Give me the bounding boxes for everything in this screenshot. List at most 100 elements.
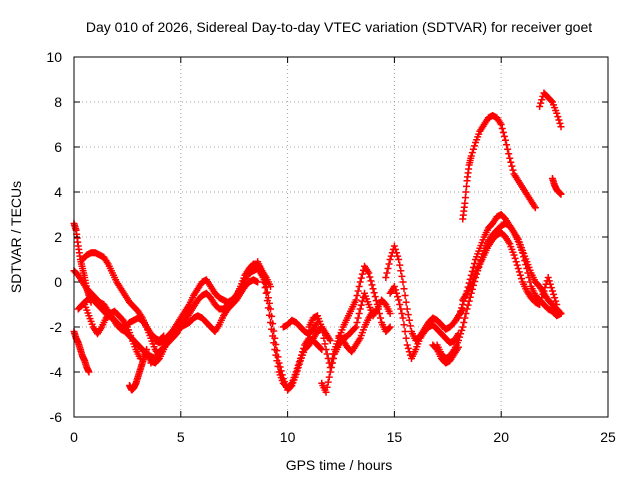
data-point	[358, 270, 366, 278]
data-point	[390, 242, 398, 250]
data-point	[556, 119, 564, 127]
data-point	[536, 301, 544, 308]
data-point	[510, 251, 518, 259]
data-point	[501, 136, 509, 144]
data-point	[554, 113, 562, 121]
x-axis-label: GPS time / hours	[286, 457, 393, 473]
data-point	[537, 99, 545, 107]
series-track-g	[126, 346, 151, 394]
data-point	[268, 312, 276, 320]
data-point	[457, 330, 465, 338]
data-point	[401, 292, 409, 299]
y-tick-label: 6	[54, 139, 62, 155]
data-point	[504, 145, 512, 153]
data-point	[277, 367, 285, 375]
data-point	[325, 373, 333, 381]
data-point	[545, 277, 553, 285]
data-point	[85, 368, 93, 376]
data-point	[548, 287, 556, 295]
data-point	[541, 284, 549, 292]
data-marks	[70, 89, 565, 396]
data-point	[462, 310, 470, 317]
data-point	[254, 278, 262, 286]
data-point	[273, 347, 281, 355]
data-point	[357, 274, 365, 282]
data-point	[393, 289, 401, 297]
data-point	[355, 283, 363, 290]
data-point	[263, 288, 271, 296]
data-point	[261, 279, 269, 287]
data-point	[386, 323, 394, 331]
series-track-l	[258, 269, 334, 394]
data-point	[269, 320, 277, 328]
y-tick-label: 2	[54, 229, 62, 245]
data-point	[395, 296, 403, 304]
data-point	[406, 322, 414, 330]
data-point	[395, 256, 403, 263]
data-point	[353, 319, 361, 326]
data-point	[557, 190, 565, 198]
series-track-j	[151, 276, 262, 347]
data-point	[356, 278, 364, 286]
data-point	[456, 333, 464, 341]
data-point	[383, 269, 391, 277]
series-track-m	[279, 316, 322, 338]
data-point	[553, 109, 561, 117]
data-point	[367, 277, 375, 285]
data-point	[393, 249, 401, 257]
data-point	[391, 286, 399, 294]
data-point	[458, 326, 466, 334]
data-point	[323, 350, 331, 358]
data-point	[557, 123, 565, 131]
series-track-f	[81, 301, 144, 362]
data-point	[324, 378, 332, 386]
data-point	[454, 343, 462, 351]
series-track-y	[429, 341, 462, 367]
series-track-u	[459, 229, 561, 308]
data-point	[354, 287, 362, 295]
data-point	[387, 252, 395, 260]
data-point	[467, 152, 475, 160]
data-point	[399, 314, 407, 322]
data-point	[536, 103, 544, 110]
y-tick-label: 0	[54, 274, 62, 290]
data-point	[547, 284, 555, 292]
data-point	[365, 269, 373, 277]
data-point	[394, 252, 402, 260]
data-point	[509, 166, 517, 174]
data-point	[322, 346, 330, 353]
data-point	[275, 359, 283, 367]
data-point	[454, 337, 462, 344]
data-point	[398, 310, 406, 317]
data-point	[274, 353, 282, 361]
data-point	[391, 245, 399, 253]
data-point	[321, 340, 329, 348]
data-point	[402, 334, 410, 342]
data-point	[382, 274, 390, 281]
data-point	[278, 371, 286, 379]
data-point	[459, 323, 467, 331]
data-point	[287, 383, 295, 391]
data-point	[544, 274, 552, 281]
data-point	[557, 310, 565, 317]
data-point	[369, 285, 377, 293]
data-point	[353, 292, 361, 299]
data-point	[323, 383, 331, 391]
data-point	[550, 290, 558, 298]
data-point	[386, 310, 394, 317]
data-point	[317, 344, 325, 352]
data-point	[371, 293, 379, 301]
data-point	[547, 97, 555, 105]
data-point	[471, 142, 478, 150]
data-point	[272, 340, 280, 348]
axis-ticks: 0 5 10 15 20 25 -6 -4 -2 0 2 4 6 8 10	[46, 49, 616, 445]
data-point	[405, 316, 413, 324]
data-point	[454, 314, 462, 322]
series-track-v	[459, 112, 539, 223]
data-point	[397, 305, 405, 313]
data-point	[294, 364, 302, 371]
data-point	[458, 304, 466, 312]
data-point	[498, 124, 506, 132]
data-point	[469, 145, 477, 153]
series-track-o	[318, 289, 394, 396]
